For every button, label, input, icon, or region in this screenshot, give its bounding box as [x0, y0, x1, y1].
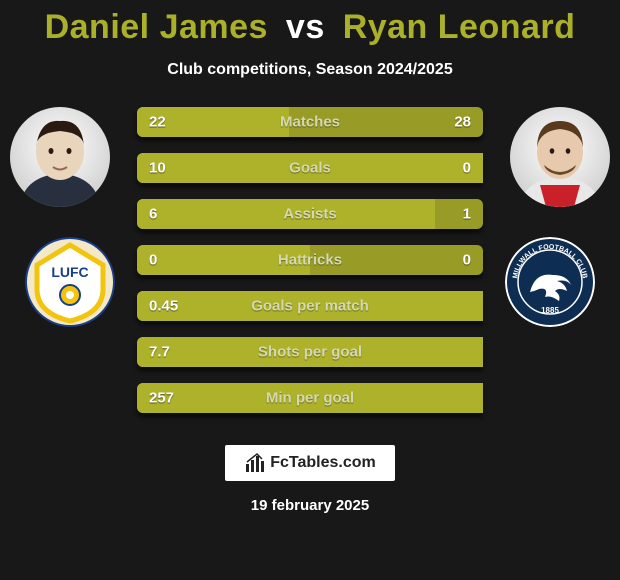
brand-icon	[244, 452, 266, 474]
stat-bars: Matches2228Goals100Assists61Hattricks00G…	[137, 107, 483, 429]
stat-value-left: 22	[149, 114, 166, 131]
stat-value-right: 0	[463, 252, 471, 269]
brand-text: FcTables.com	[270, 454, 376, 472]
brand-logo: FcTables.com	[225, 445, 395, 481]
player1-name: Daniel James	[45, 8, 268, 46]
stat-value-left: 10	[149, 160, 166, 177]
stat-value-right: 1	[463, 206, 471, 223]
stats-arena: LUFC MILLWALL FOOTBALL CLUB 1885 Matches…	[0, 107, 620, 437]
subtitle: Club competitions, Season 2024/2025	[0, 61, 620, 79]
stat-row: Matches22 28	[137, 107, 483, 137]
stat-row: Min per goal257	[137, 383, 483, 413]
stat-value-right: 0	[463, 160, 471, 177]
stat-label: Assists	[137, 206, 483, 223]
player2-club-badge: MILLWALL FOOTBALL CLUB 1885	[505, 237, 595, 327]
stat-row: Goals10 0	[137, 153, 483, 183]
footer-date: 19 february 2025	[0, 497, 620, 514]
stat-label: Shots per goal	[137, 344, 483, 361]
svg-text:1885: 1885	[541, 306, 559, 315]
stat-label: Min per goal	[137, 390, 483, 407]
player2-name: Ryan Leonard	[343, 8, 576, 46]
vs-label: vs	[286, 8, 325, 46]
comparison-title: Daniel James vs Ryan Leonard	[0, 0, 620, 47]
player2-avatar	[510, 107, 610, 207]
player1-club-badge: LUFC	[25, 237, 115, 327]
stat-value-left: 7.7	[149, 344, 170, 361]
stat-label: Hattricks	[137, 252, 483, 269]
stat-value-right: 28	[454, 114, 471, 131]
stat-row: Hattricks0 0	[137, 245, 483, 275]
stat-value-left: 6	[149, 206, 157, 223]
stat-label: Goals	[137, 160, 483, 177]
stat-value-left: 0	[149, 252, 157, 269]
stat-value-left: 257	[149, 390, 174, 407]
stat-value-left: 0.45	[149, 298, 178, 315]
player1-avatar	[10, 107, 110, 207]
stat-label: Goals per match	[137, 298, 483, 315]
stat-label: Matches	[137, 114, 483, 131]
stat-row: Assists6 1	[137, 199, 483, 229]
svg-text:LUFC: LUFC	[51, 264, 88, 280]
stat-row: Shots per goal7.7	[137, 337, 483, 367]
stat-row: Goals per match0.45	[137, 291, 483, 321]
